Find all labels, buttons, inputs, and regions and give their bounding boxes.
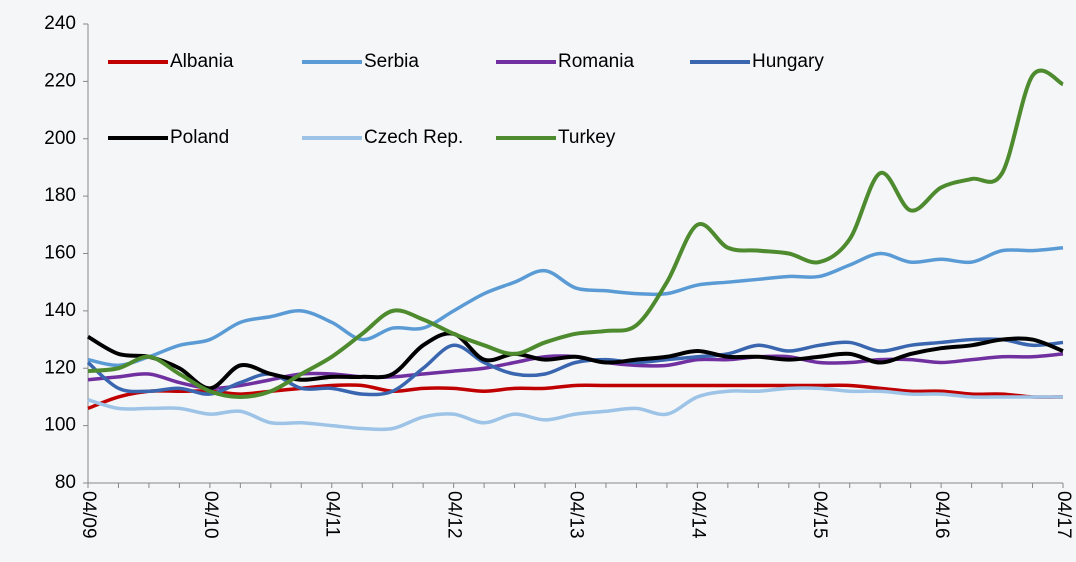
y-tick-label: 100 bbox=[44, 415, 76, 436]
y-tick-label: 120 bbox=[44, 357, 76, 378]
x-tick-label: 04/09 bbox=[78, 491, 99, 539]
y-tick-label: 180 bbox=[44, 185, 76, 206]
y-tick-label: 240 bbox=[44, 13, 76, 34]
x-tick-label: 04/11 bbox=[322, 491, 343, 537]
x-tick-label: 04/17 bbox=[1053, 491, 1074, 539]
series-line bbox=[87, 383, 1064, 411]
legend-label: Serbia bbox=[364, 51, 419, 72]
x-tick-label: 04/12 bbox=[444, 491, 465, 539]
legend-label: Poland bbox=[170, 127, 229, 148]
series-line bbox=[87, 68, 1065, 399]
legend-label: Hungary bbox=[752, 51, 824, 72]
series-line bbox=[87, 246, 1064, 368]
y-tick-label: 220 bbox=[44, 70, 76, 91]
y-tick-label: 140 bbox=[44, 300, 76, 321]
x-tick-label: 04/16 bbox=[931, 491, 952, 539]
x-tick-label: 04/10 bbox=[200, 491, 221, 539]
y-tick-label: 160 bbox=[44, 243, 76, 264]
series-line bbox=[86, 331, 1064, 391]
x-tick-label: 04/13 bbox=[565, 491, 586, 539]
legend: Albania Serbia Romania Hungary Poland Czech R… bbox=[108, 51, 824, 148]
y-tick-label: 200 bbox=[44, 128, 76, 149]
series-line bbox=[86, 337, 1064, 397]
legend-label: Romania bbox=[558, 51, 634, 72]
legend-label: Czech Rep. bbox=[364, 127, 463, 148]
legend-label: Albania bbox=[170, 51, 234, 72]
series-line bbox=[87, 386, 1063, 432]
x-tick-label: 04/15 bbox=[809, 491, 830, 539]
x-tick-label: 04/14 bbox=[687, 491, 708, 539]
legend-label: Turkey bbox=[558, 127, 616, 148]
y-tick-label: 80 bbox=[55, 472, 76, 493]
